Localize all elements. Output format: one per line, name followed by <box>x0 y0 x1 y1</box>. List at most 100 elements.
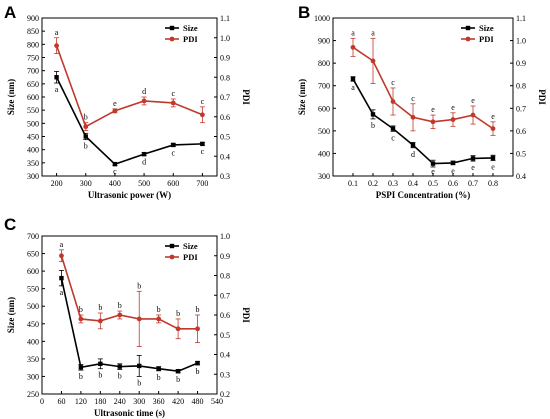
significance-label: a <box>55 85 59 94</box>
y2-tick-label: 0.7 <box>220 93 230 102</box>
x-axis-label: Ultrasonic power (W) <box>88 190 171 200</box>
y-tick-label: 600 <box>27 93 39 102</box>
series-pdi: a b b b b b b b <box>58 240 201 348</box>
y2-axis-label: PDI <box>241 307 251 323</box>
y2-axis-label: PDI <box>241 89 251 105</box>
data-point <box>141 98 147 104</box>
significance-label: b <box>176 309 180 318</box>
data-point <box>156 316 162 322</box>
y-tick-label: 500 <box>27 302 39 311</box>
significance-label: b <box>79 372 83 381</box>
data-point <box>156 366 161 371</box>
y2-tick-label: 0.9 <box>516 59 526 68</box>
y-tick-label: 500 <box>318 127 330 136</box>
y2-tick-label: 0.5 <box>220 133 230 142</box>
y-tick-label: 600 <box>318 104 330 113</box>
y-tick-label: 700 <box>27 67 39 76</box>
x-tick-label: 300 <box>80 179 92 188</box>
y-tick-label: 450 <box>27 133 39 142</box>
data-point <box>83 124 89 130</box>
significance-label: b <box>137 378 141 387</box>
significance-label: b <box>118 301 122 310</box>
data-point <box>390 99 396 104</box>
significance-label: c <box>171 89 175 98</box>
y2-tick-label: 0.5 <box>516 149 526 158</box>
data-point <box>112 108 118 114</box>
significance-label: b <box>176 375 180 384</box>
series-pdi: a b e d c c <box>54 28 205 131</box>
significance-label: b <box>98 371 102 380</box>
series-line <box>55 45 203 128</box>
series-line <box>60 255 198 330</box>
data-point <box>98 361 103 367</box>
data-point <box>490 155 496 161</box>
x-tick-label: 600 <box>167 179 179 188</box>
x-axis-label: Ultrasonic time (s) <box>94 408 165 418</box>
y2-tick-label: 0.5 <box>220 331 230 340</box>
significance-label: e <box>471 163 475 172</box>
data-point <box>195 360 200 366</box>
data-point <box>54 43 59 49</box>
x-tick-label: 0.1 <box>348 179 358 188</box>
data-point <box>78 365 84 370</box>
data-point <box>200 141 205 147</box>
data-point <box>117 364 122 369</box>
y-axis-label: Size (nm) <box>6 297 16 333</box>
significance-label: e <box>431 105 435 114</box>
x-tick-label: 0.8 <box>488 179 498 188</box>
y-tick-label: 300 <box>27 372 39 381</box>
y-tick-label: 350 <box>27 355 39 364</box>
series-line <box>55 76 203 166</box>
y-axis-label: Size (nm) <box>297 79 307 115</box>
data-point <box>83 134 88 139</box>
significance-label: a <box>60 288 64 297</box>
y-tick-label: 450 <box>27 320 39 329</box>
y-tick-label: 800 <box>27 40 39 49</box>
panel-letter-c: C <box>4 215 16 234</box>
x-tick-label: 0.6 <box>448 179 458 188</box>
y2-tick-label: 0.2 <box>220 390 230 399</box>
y-tick-label: 700 <box>318 82 330 91</box>
data-point <box>59 275 64 281</box>
data-point <box>112 161 118 167</box>
panel-letter-a: A <box>4 3 16 22</box>
x-tick-label: 180 <box>94 397 106 406</box>
significance-label: b <box>196 305 200 314</box>
data-point <box>59 253 64 259</box>
significance-label: a <box>351 83 355 92</box>
chart-panel-c: 0 60 120 180 240 300 360 420 480 540 250 300 350 400 4… <box>6 232 251 418</box>
x-tick-label: 0.2 <box>368 179 378 188</box>
data-point <box>430 119 436 125</box>
series-line <box>352 78 494 165</box>
significance-label: b <box>371 121 375 130</box>
y2-tick-label: 1.1 <box>220 14 230 23</box>
x-tick-label: 500 <box>138 179 150 188</box>
significance-label: d <box>142 158 146 167</box>
y2-tick-label: 0.6 <box>220 113 230 122</box>
data-point <box>97 318 103 324</box>
significance-label: e <box>113 99 117 108</box>
significance-label: a <box>371 28 375 37</box>
y-tick-label: 300 <box>27 172 39 181</box>
y2-tick-label: 0.6 <box>516 127 526 136</box>
y2-tick-label: 1.1 <box>516 14 526 23</box>
x-tick-label: 200 <box>51 179 63 188</box>
y-tick-label: 900 <box>27 14 39 23</box>
significance-label: e <box>471 96 475 105</box>
significance-label: e <box>491 112 495 121</box>
x-axis-label: PSPI Concentration (%) <box>376 190 471 200</box>
plot-frame <box>332 17 514 177</box>
y-tick-label: 1000 <box>314 14 330 23</box>
significance-label: c <box>201 147 205 156</box>
legend-label: PDI <box>183 252 198 262</box>
legend-marker <box>465 36 471 42</box>
y2-tick-label: 1.0 <box>516 37 526 46</box>
y2-tick-label: 0.8 <box>220 73 230 82</box>
y2-tick-label: 0.4 <box>220 351 230 360</box>
y2-tick-label: 0.7 <box>516 104 526 113</box>
data-point <box>470 112 476 118</box>
panel-letter-b: B <box>298 3 310 22</box>
y-tick-label: 400 <box>27 337 39 346</box>
data-point <box>175 326 181 332</box>
legend-marker <box>169 254 175 260</box>
